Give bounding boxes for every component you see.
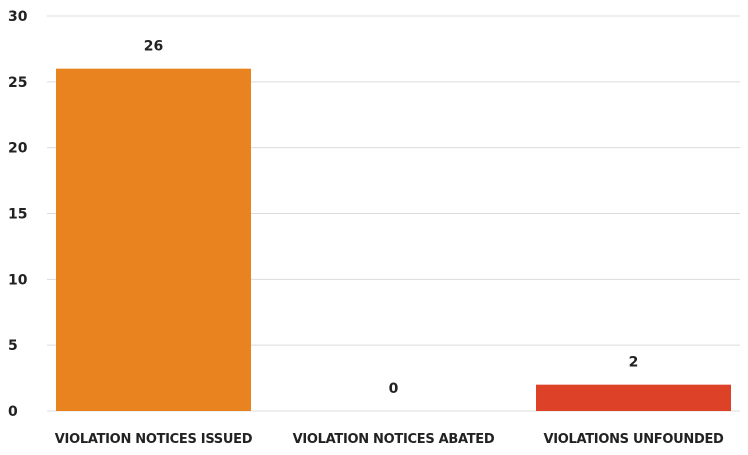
category-label: VIOLATIONS UNFOUNDED <box>543 432 724 447</box>
y-tick-label: 0 <box>8 404 18 420</box>
data-label: 0 <box>389 381 399 397</box>
y-tick-label: 20 <box>8 141 28 157</box>
data-labels: 26 0 2 <box>144 39 639 397</box>
bar-2 <box>536 384 731 411</box>
y-tick-label: 25 <box>8 75 27 91</box>
y-axis-ticks: 0 5 10 15 20 25 30 <box>8 9 28 420</box>
data-label: 2 <box>629 355 639 371</box>
x-axis-categories: VIOLATION NOTICES ISSUED VIOLATION NOTICE… <box>55 432 725 447</box>
y-tick-label: 15 <box>8 207 27 223</box>
data-label: 26 <box>144 39 163 55</box>
category-label: VIOLATION NOTICES ABATED <box>293 432 495 447</box>
y-tick-label: 5 <box>8 338 18 354</box>
y-tick-label: 10 <box>8 272 28 288</box>
y-tick-label: 30 <box>8 9 28 25</box>
category-label: VIOLATION NOTICES ISSUED <box>55 432 253 447</box>
bar-0 <box>56 68 251 412</box>
bars <box>56 68 731 412</box>
